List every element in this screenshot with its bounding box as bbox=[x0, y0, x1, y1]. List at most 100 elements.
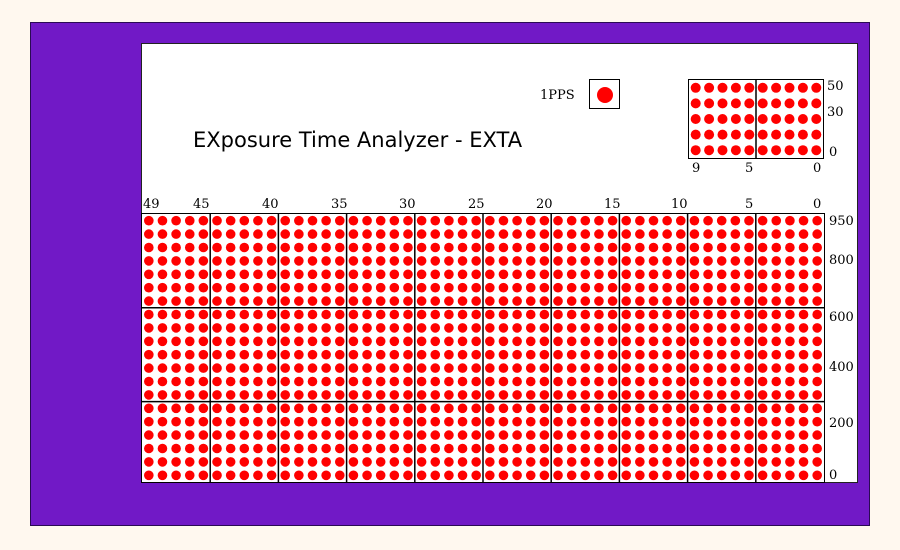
led-dot bbox=[648, 215, 659, 226]
led-dot bbox=[184, 376, 195, 387]
led-dot bbox=[703, 470, 713, 481]
led-dot bbox=[498, 256, 509, 266]
led-dot bbox=[171, 390, 181, 400]
led-dot bbox=[675, 430, 686, 440]
led-dot bbox=[539, 416, 550, 427]
led-dot bbox=[144, 336, 154, 347]
led-dot bbox=[594, 443, 604, 454]
led-dot bbox=[744, 114, 755, 124]
led-dot bbox=[294, 229, 304, 239]
led-dot bbox=[566, 215, 577, 226]
led-dot bbox=[157, 363, 168, 373]
led-dot bbox=[225, 215, 236, 226]
main-grid-y-tick: 600 bbox=[829, 310, 854, 325]
led-dot bbox=[675, 349, 686, 360]
led-dot bbox=[444, 363, 454, 373]
led-dot bbox=[334, 390, 345, 400]
led-dot bbox=[716, 256, 727, 266]
led-dot bbox=[689, 363, 700, 373]
led-dot bbox=[334, 269, 345, 280]
led-dot bbox=[675, 457, 686, 467]
led-dot bbox=[580, 363, 591, 373]
led-dot bbox=[375, 215, 386, 226]
led-dot bbox=[416, 336, 427, 347]
led-dot bbox=[430, 215, 441, 226]
led-dot bbox=[784, 98, 795, 109]
led-dot bbox=[689, 229, 700, 239]
led-dot bbox=[771, 363, 782, 373]
led-dot bbox=[171, 229, 181, 239]
led-dot bbox=[744, 145, 755, 156]
led-dot bbox=[171, 470, 181, 481]
led-dot bbox=[771, 145, 782, 156]
led-dot bbox=[430, 349, 441, 360]
led-dot bbox=[635, 215, 645, 226]
led-dot bbox=[675, 215, 686, 226]
led-dot bbox=[689, 349, 700, 360]
led-dot bbox=[225, 349, 236, 360]
led-dot bbox=[689, 457, 700, 467]
led-dot bbox=[225, 229, 236, 239]
led-dot bbox=[403, 256, 413, 266]
led-dot bbox=[716, 282, 727, 293]
led-dot bbox=[703, 256, 713, 266]
led-dot bbox=[498, 390, 509, 400]
led-dot bbox=[171, 215, 181, 226]
led-dot bbox=[157, 403, 168, 414]
led-dot bbox=[444, 296, 454, 306]
led-dot bbox=[730, 98, 741, 109]
led-dot bbox=[144, 416, 154, 427]
led-dot bbox=[212, 349, 222, 360]
led-dot bbox=[607, 470, 618, 481]
led-dot bbox=[512, 376, 522, 387]
led-dot bbox=[457, 470, 468, 481]
led-dot bbox=[607, 282, 618, 293]
led-dot bbox=[239, 376, 250, 387]
led-dot bbox=[444, 470, 454, 481]
led-dot bbox=[471, 430, 481, 440]
led-dot bbox=[716, 215, 727, 226]
led-dot bbox=[294, 349, 304, 360]
led-dot bbox=[525, 416, 536, 427]
led-dot bbox=[212, 470, 222, 481]
led-dot bbox=[744, 242, 754, 253]
led-dot bbox=[321, 215, 331, 226]
led-dot bbox=[375, 363, 386, 373]
led-dot bbox=[485, 430, 495, 440]
main-grid-x-tick: 49 bbox=[143, 197, 160, 212]
led-dot bbox=[757, 363, 768, 373]
led-dot bbox=[498, 416, 509, 427]
led-dot bbox=[498, 457, 509, 467]
led-dot bbox=[580, 349, 591, 360]
led-dot bbox=[757, 323, 768, 333]
led-dot bbox=[757, 114, 768, 124]
led-dot bbox=[144, 323, 154, 333]
led-dot bbox=[321, 296, 331, 306]
led-dot bbox=[675, 242, 686, 253]
led-dot bbox=[253, 430, 263, 440]
led-dot bbox=[403, 336, 413, 347]
led-dot bbox=[225, 269, 236, 280]
led-dot bbox=[689, 416, 700, 427]
led-dot bbox=[144, 457, 154, 467]
led-dot bbox=[539, 390, 550, 400]
led-dot bbox=[621, 416, 632, 427]
led-dot bbox=[498, 296, 509, 306]
led-dot bbox=[457, 443, 468, 454]
led-dot bbox=[266, 416, 277, 427]
led-dot bbox=[144, 242, 154, 253]
led-dot bbox=[348, 349, 359, 360]
led-dot bbox=[253, 336, 263, 347]
led-dot bbox=[690, 82, 701, 93]
led-dot bbox=[375, 457, 386, 467]
led-dot bbox=[594, 269, 604, 280]
led-dot bbox=[716, 309, 727, 320]
led-dot bbox=[498, 470, 509, 481]
led-dot bbox=[444, 269, 454, 280]
led-dot bbox=[757, 269, 768, 280]
led-dot bbox=[485, 323, 495, 333]
led-dot bbox=[389, 349, 400, 360]
led-dot bbox=[525, 336, 536, 347]
led-dot bbox=[307, 376, 318, 387]
led-dot bbox=[811, 145, 822, 156]
